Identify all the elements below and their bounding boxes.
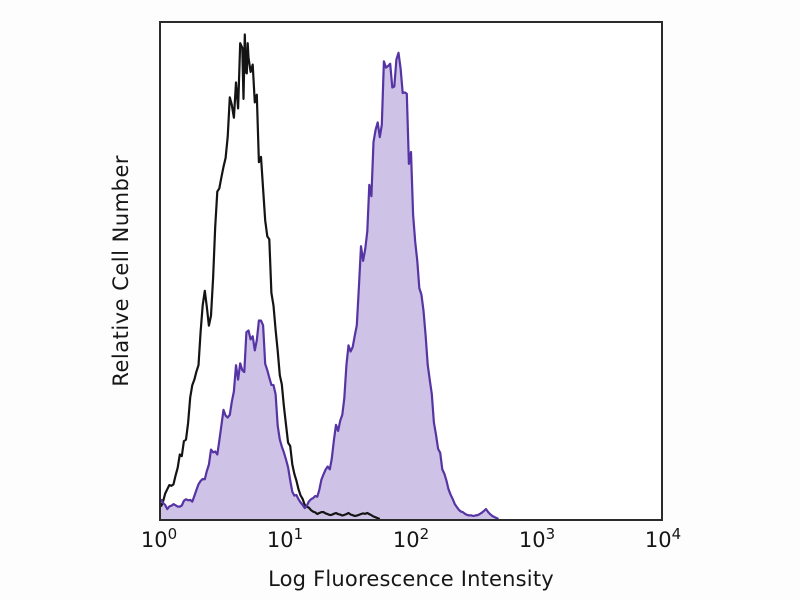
y-axis-label: Relative Cell Number bbox=[109, 155, 133, 387]
x-tick-10e3: 103 bbox=[518, 525, 556, 553]
histogram-svg bbox=[161, 33, 499, 519]
x-tick-10e4: 104 bbox=[644, 525, 682, 553]
x-tick-10e2: 102 bbox=[392, 525, 430, 553]
y-axis-label-wrap: Relative Cell Number bbox=[104, 21, 138, 521]
stained-histogram-fill bbox=[161, 52, 499, 519]
plot-area bbox=[159, 21, 663, 521]
control-histogram-outline bbox=[161, 33, 381, 519]
x-tick-10e1: 101 bbox=[266, 525, 304, 553]
stained-histogram-outline bbox=[161, 51, 499, 519]
x-axis-label: Log Fluorescence Intensity bbox=[268, 567, 554, 591]
x-tick-10e0: 100 bbox=[140, 525, 178, 553]
